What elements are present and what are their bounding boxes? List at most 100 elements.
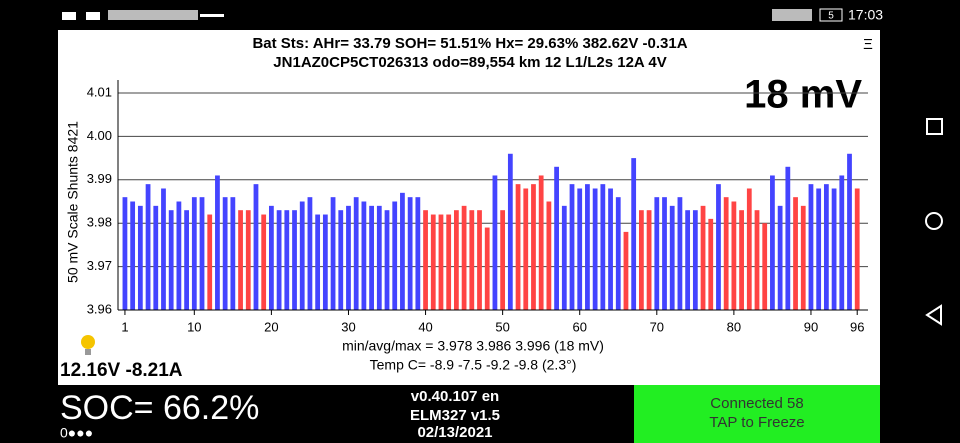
version: v0.40.107 en (411, 388, 499, 405)
x-tick-label: 10 (187, 319, 201, 334)
bar (215, 175, 220, 310)
soc: SOC= 66.2% (60, 389, 259, 427)
bar (731, 201, 737, 310)
bar (538, 175, 544, 310)
signal-icon (86, 12, 100, 20)
bar (153, 205, 159, 310)
home-button[interactable] (925, 212, 943, 230)
bar (407, 197, 413, 310)
bar (546, 201, 552, 310)
status-dots: 0●●● (60, 425, 93, 441)
bar (831, 188, 837, 310)
header-line: Bat Sts: AHr= 33.79 SOH= 51.51% Hx= 29.6… (252, 35, 687, 52)
bar (446, 214, 452, 310)
x-tick-label: 40 (418, 319, 432, 334)
x-tick-label: 70 (650, 319, 664, 334)
bar (346, 205, 351, 310)
bar (230, 197, 236, 310)
bar (176, 201, 182, 310)
y-tick-label: 3.97 (87, 258, 112, 273)
bar (823, 184, 829, 310)
bar (384, 210, 390, 310)
bar (453, 210, 459, 310)
bar (322, 214, 328, 310)
bar (245, 210, 251, 310)
bar (207, 214, 213, 310)
bar (854, 188, 860, 310)
bar (708, 218, 714, 310)
bar (646, 210, 652, 310)
bar (161, 188, 166, 310)
bar (785, 166, 791, 310)
bar (754, 210, 760, 310)
bulb-icon[interactable] (81, 335, 95, 355)
bar (492, 175, 498, 310)
bar (361, 201, 367, 310)
bar (692, 210, 698, 310)
bar (222, 197, 228, 310)
bar (685, 210, 691, 310)
bar (746, 188, 752, 310)
y-axis-label: 50 mV Scale Shunts 8421 (65, 121, 81, 283)
bar (338, 210, 344, 310)
bar (168, 210, 174, 310)
bar (292, 210, 297, 310)
bar (800, 205, 806, 310)
bar (238, 210, 243, 310)
date: 02/13/2021 (417, 424, 492, 441)
bar (376, 205, 382, 310)
back-button[interactable] (925, 304, 942, 326)
bar (269, 205, 274, 310)
recents-button[interactable] (926, 118, 943, 135)
x-tick-label: 80 (727, 319, 741, 334)
bar (561, 205, 567, 310)
bar (739, 210, 744, 310)
bar (253, 184, 259, 310)
bar (199, 197, 205, 310)
bar (531, 184, 536, 310)
y-tick-label: 4.01 (87, 84, 112, 99)
bar (716, 184, 721, 310)
bar (400, 192, 405, 310)
bar (585, 184, 590, 310)
bar (137, 205, 143, 310)
bar (839, 175, 845, 310)
notification-icons (108, 10, 198, 20)
freeze-label[interactable]: TAP to Freeze (709, 414, 804, 431)
x-tick-label: 90 (804, 319, 818, 334)
bar (515, 184, 521, 310)
bar (392, 201, 398, 310)
signal-icon (62, 12, 76, 20)
bar (307, 197, 313, 310)
bar (184, 210, 189, 310)
bar (816, 188, 822, 310)
bar (662, 197, 667, 310)
freeze-button[interactable] (634, 385, 880, 443)
bar (469, 210, 475, 310)
connection-status[interactable]: Connected 58 (710, 395, 803, 412)
bar (353, 197, 359, 310)
clock: 17:03 (848, 7, 883, 23)
bar (770, 175, 775, 310)
bar (615, 197, 621, 310)
bar (777, 205, 783, 310)
bar (315, 214, 321, 310)
bar (330, 197, 336, 310)
cell-stats: min/avg/max = 3.978 3.986 3.996 (18 mV) (342, 338, 604, 354)
bar (484, 227, 490, 310)
battery-icon (819, 8, 843, 22)
bar (600, 184, 606, 310)
y-tick-label: 4.00 (87, 128, 112, 143)
bar (284, 210, 290, 310)
bar (423, 210, 428, 310)
bar (507, 153, 513, 310)
menu-button[interactable]: Ξ (863, 36, 873, 53)
y-tick-label: 3.99 (87, 171, 112, 186)
bar (430, 214, 436, 310)
bar (793, 197, 798, 310)
bar (299, 201, 305, 310)
bar (500, 210, 506, 310)
bar (592, 188, 598, 310)
bar (145, 184, 151, 310)
